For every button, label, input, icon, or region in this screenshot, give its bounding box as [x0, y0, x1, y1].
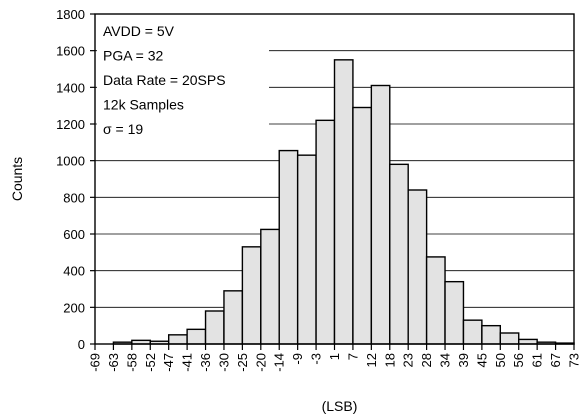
x-tick-label: -14: [272, 353, 287, 372]
histogram-bar: [462, 319, 483, 345]
x-tick-label: -36: [198, 353, 213, 372]
x-tick-label: 50: [493, 353, 508, 367]
x-tick-label: -30: [216, 353, 231, 372]
histogram-bar: [278, 149, 299, 345]
x-tick-label: 56: [511, 353, 526, 367]
x-tick-label: 67: [548, 353, 563, 367]
y-tick-label: 0: [78, 337, 85, 352]
x-tick-label: 45: [474, 353, 489, 367]
histogram-bar: [499, 332, 520, 345]
y-tick-label: 600: [63, 227, 85, 242]
y-tick-label: 200: [63, 300, 85, 315]
y-tick-label: 1200: [56, 117, 85, 132]
annotation-background: [97, 16, 269, 138]
histogram-bar: [296, 154, 317, 345]
x-tick-label: 23: [401, 353, 416, 367]
x-tick-label: -9: [290, 353, 305, 365]
annotation-line: Data Rate = 20SPS: [103, 72, 226, 88]
y-axis-title: Counts: [9, 157, 25, 201]
x-tick-label: -25: [235, 353, 250, 372]
annotation-block: AVDD = 5V PGA = 32 Data Rate = 20SPS 12k Sa…: [103, 23, 226, 137]
histogram-bar: [389, 163, 409, 345]
x-tick-label: -20: [253, 353, 268, 372]
y-tick-label: 1000: [56, 154, 85, 169]
annotation-line: PGA = 32: [103, 48, 164, 64]
histogram-bar: [167, 334, 188, 345]
x-axis-title: (LSB): [322, 398, 358, 414]
histogram-bar: [223, 290, 244, 345]
annotation-line: σ = 19: [103, 121, 143, 137]
x-tick-label: 7: [345, 353, 360, 360]
x-tick-label: -58: [124, 353, 139, 372]
histogram-bar: [407, 189, 428, 345]
histogram-bar: [333, 59, 354, 345]
histogram-bar: [481, 324, 502, 345]
y-tick-label: 400: [63, 264, 85, 279]
x-tick-label: 73: [567, 353, 579, 367]
x-tick-label: 1: [327, 353, 342, 360]
x-tick-label: -52: [143, 353, 158, 372]
histogram-bar: [444, 280, 465, 345]
x-axis-ticks: -69 -63 -58 -52 -47 -41 -36 -30 -25 -20 -14 -9 -3 1 7 1…: [88, 344, 579, 372]
y-tick-label: 800: [63, 190, 85, 205]
histogram-bar: [370, 84, 391, 345]
x-tick-label: 61: [530, 353, 545, 367]
y-tick-label: 1400: [56, 80, 85, 95]
histogram-bar: [352, 106, 373, 345]
annotation-line: 12k Samples: [103, 97, 184, 113]
x-tick-label: -63: [106, 353, 121, 372]
x-tick-label: -41: [180, 353, 195, 372]
x-tick-label: -47: [161, 353, 176, 372]
x-tick-label: 12: [364, 353, 379, 367]
histogram-bar: [425, 256, 446, 345]
x-tick-label: 18: [382, 353, 397, 367]
histogram-bar: [315, 119, 336, 345]
x-tick-label: 34: [438, 353, 453, 367]
y-tick-label: 1800: [56, 7, 85, 22]
x-tick-label: -3: [309, 353, 324, 365]
histogram-bar: [260, 228, 280, 345]
y-axis-ticks: 0 200 400 600 800 1000 1200 1400 1600 1800: [56, 7, 95, 352]
bars: [112, 59, 575, 345]
histogram-bar: [241, 246, 262, 345]
x-tick-label: 28: [419, 353, 434, 367]
annotation-line: AVDD = 5V: [103, 23, 175, 39]
x-tick-label: -69: [88, 353, 103, 372]
y-tick-label: 1600: [56, 44, 85, 59]
histogram-bar: [204, 310, 225, 345]
histogram-bar: [186, 328, 207, 345]
x-tick-label: 39: [456, 353, 471, 367]
